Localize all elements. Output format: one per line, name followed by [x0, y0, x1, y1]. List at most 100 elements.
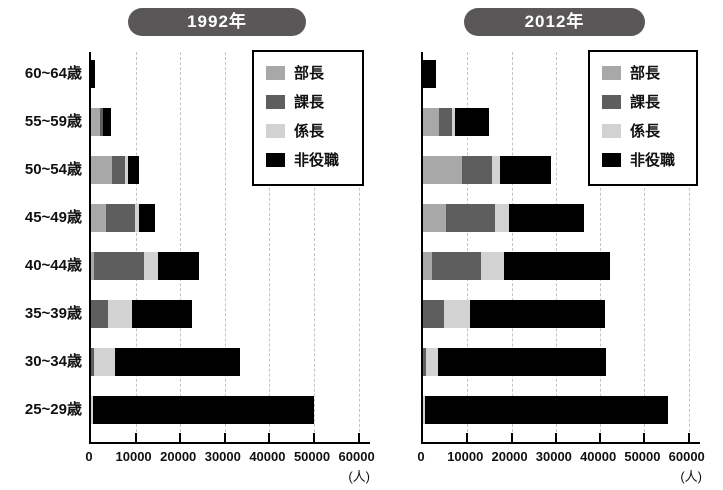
bar-segment-非役職	[127, 156, 140, 184]
x-axis-tick-label: 10000	[447, 449, 484, 464]
bar-row	[91, 300, 192, 328]
axis-tick	[135, 433, 137, 442]
y-axis-label: 35~39歳	[24, 305, 82, 322]
bar-row	[423, 252, 611, 280]
bar-row	[423, 300, 606, 328]
bar-segment-係長	[480, 252, 504, 280]
x-axis-tick-label: 0	[417, 449, 425, 464]
bar-segment-課長	[423, 300, 445, 328]
bar-segment-課長	[438, 108, 452, 136]
gridline	[512, 52, 513, 442]
bar-segment-非役職	[423, 60, 437, 88]
gridline	[136, 52, 137, 442]
legend-swatch-icon	[266, 152, 285, 167]
x-axis-tick-label: 10000	[115, 449, 152, 464]
bar-segment-課長	[91, 348, 95, 376]
bar-segment-係長	[423, 396, 426, 424]
gridline	[269, 52, 270, 442]
legend-label: 部長	[630, 65, 661, 82]
legend-label: 部長	[294, 65, 325, 82]
bar-segment-係長	[134, 204, 139, 232]
bar-segment-係長	[94, 348, 116, 376]
bar-segment-課長	[423, 348, 426, 376]
legend-label: 非役職	[294, 152, 340, 169]
x-axis-tick-label: 60000	[668, 449, 705, 464]
legend-item: 課長	[602, 91, 688, 112]
bar-segment-非役職	[438, 348, 607, 376]
bar-row	[91, 156, 140, 184]
gridline	[644, 52, 645, 442]
gridline	[225, 52, 226, 442]
gridline	[359, 52, 360, 442]
legend-label: 係長	[294, 123, 325, 140]
axis-tick	[466, 433, 468, 442]
bar-segment-部長	[91, 108, 100, 136]
bar-segment-係長	[102, 108, 104, 136]
bar-row	[91, 60, 95, 88]
bar-segment-非役職	[499, 156, 552, 184]
bar-segment-係長	[451, 108, 455, 136]
bar-row	[423, 204, 585, 232]
bar-segment-課長	[91, 300, 108, 328]
bar-segment-係長	[143, 252, 158, 280]
y-axis-label: 45~49歳	[24, 209, 82, 226]
bar-segment-部長	[423, 252, 432, 280]
gridline	[689, 52, 690, 442]
legend-swatch-icon	[602, 152, 621, 167]
bar-segment-非役職	[138, 204, 155, 232]
axis-tick	[599, 433, 601, 442]
y-axis-label: 60~64歳	[24, 65, 82, 82]
x-axis-tick-label: 30000	[204, 449, 241, 464]
gridline	[314, 52, 315, 442]
legend-box-1992: 部長 課長 係長 非役職	[252, 50, 364, 186]
bar-row	[91, 108, 112, 136]
bar-segment-非役職	[157, 252, 199, 280]
bar-segment-課長	[461, 156, 492, 184]
bar-segment-非役職	[132, 300, 192, 328]
bar-segment-部長	[423, 204, 446, 232]
bar-segment-非役職	[469, 300, 606, 328]
bar-segment-課長	[446, 204, 495, 232]
legend-item: 非役職	[266, 149, 354, 170]
axis-tick	[224, 433, 226, 442]
bar-segment-係長	[91, 396, 94, 424]
bar-segment-課長	[112, 156, 125, 184]
bar-row	[423, 108, 490, 136]
bar-segment-部長	[91, 252, 95, 280]
axis-tick	[643, 433, 645, 442]
legend-item: 課長	[266, 91, 354, 112]
bar-segment-係長	[494, 204, 509, 232]
bar-segment-部長	[423, 108, 439, 136]
bar-segment-非役職	[115, 348, 240, 376]
x-axis-tick-label: 40000	[249, 449, 286, 464]
gridline	[467, 52, 468, 442]
bar-segment-係長	[124, 156, 128, 184]
legend-item: 部長	[602, 62, 688, 83]
bar-segment-係長	[444, 300, 470, 328]
axis-tick	[555, 433, 557, 442]
plot-area-1992	[89, 52, 370, 444]
bar-segment-係長	[491, 156, 500, 184]
bar-segment-課長	[431, 252, 481, 280]
y-axis-label: 40~44歳	[24, 257, 82, 274]
y-axis-label: 30~34歳	[24, 353, 82, 370]
gridline	[180, 52, 181, 442]
bar-segment-非役職	[91, 60, 95, 88]
legend-swatch-icon	[602, 65, 621, 80]
bar-segment-非役職	[93, 396, 314, 424]
x-axis-tick-label: 50000	[293, 449, 331, 464]
x-axis-tick-label: 0	[85, 449, 93, 464]
legend-label: 課長	[630, 94, 661, 111]
axis-tick	[511, 433, 513, 442]
legend-swatch-icon	[266, 65, 285, 80]
bar-segment-部長	[91, 204, 107, 232]
legend-item: 部長	[266, 62, 354, 83]
plot-area-2012	[421, 52, 700, 444]
axis-tick	[313, 433, 315, 442]
y-axis-label: 25~29歳	[24, 401, 82, 418]
bar-row	[91, 396, 314, 424]
bar-segment-部長	[91, 156, 112, 184]
bar-segment-課長	[94, 252, 144, 280]
x-axis-tick-label: 20000	[491, 449, 528, 464]
axis-unit-label-1992: (人)	[348, 469, 370, 484]
